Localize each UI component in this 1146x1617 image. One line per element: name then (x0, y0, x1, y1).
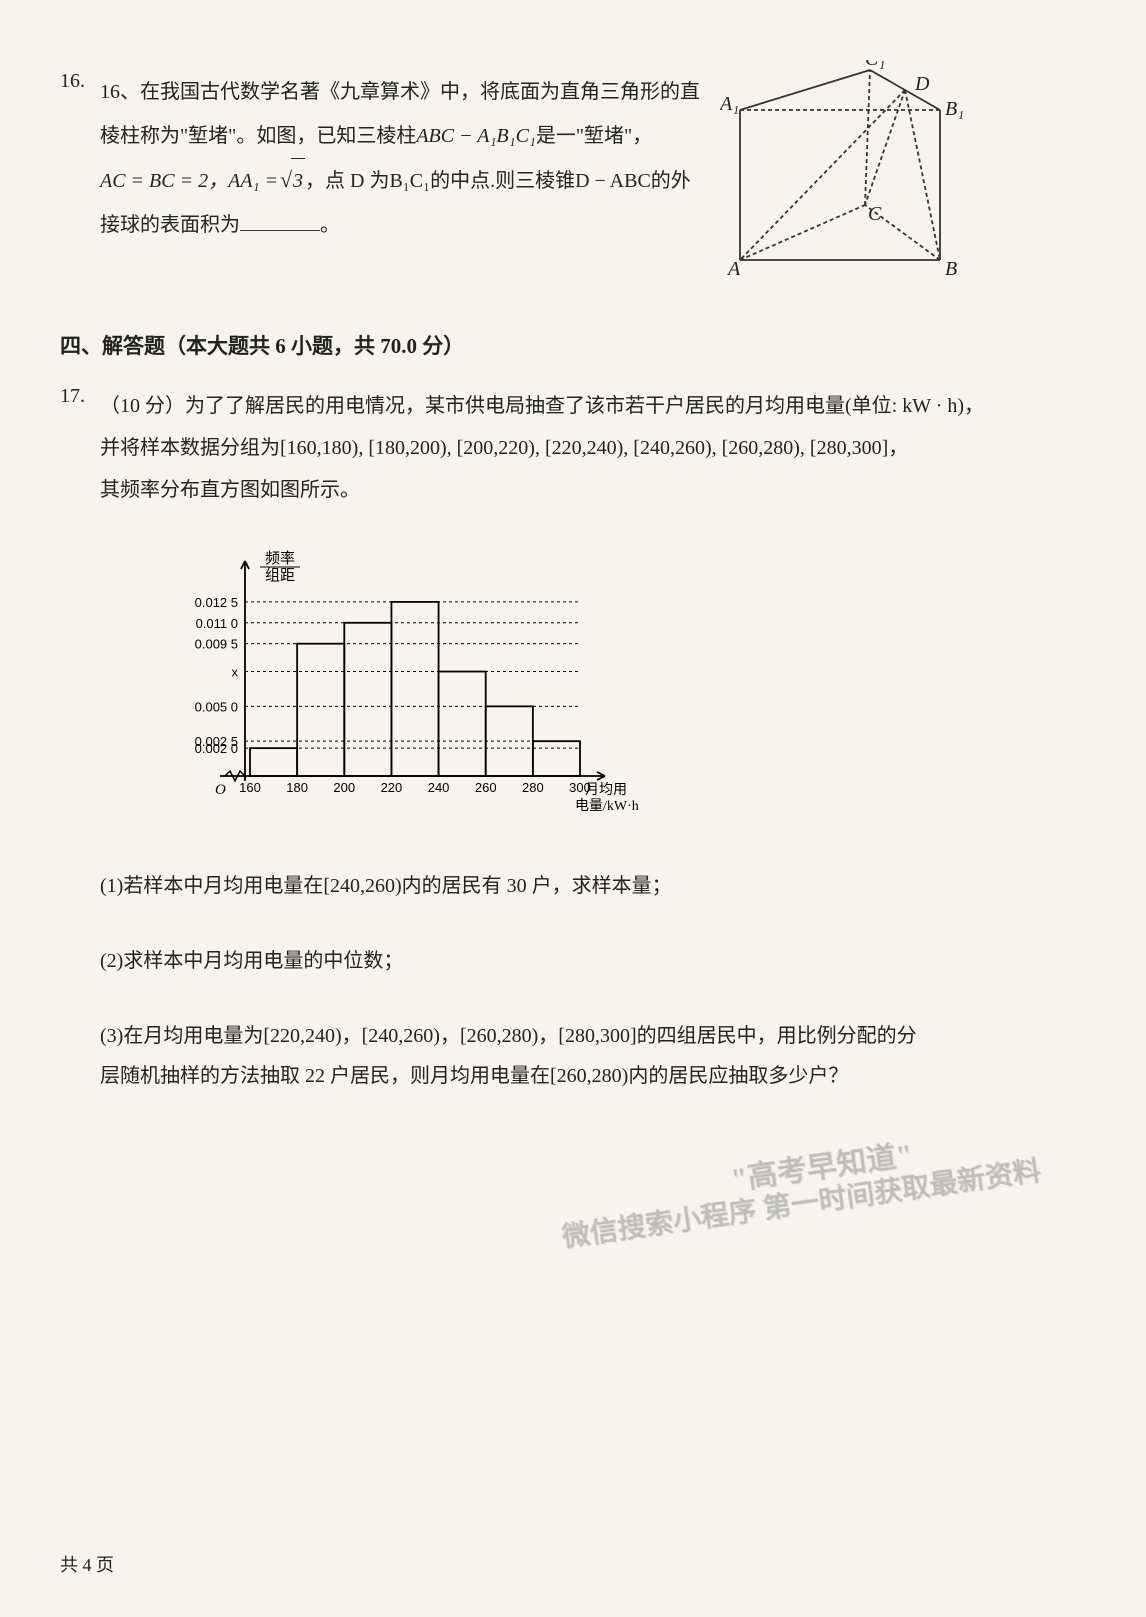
fill-blank (240, 211, 320, 231)
q16-text: 16、在我国古代数学名著《九章算术》中，将底面为直角三角形的直 棱柱称为"堑堵"… (100, 70, 700, 280)
prism-diagram: A B C A₁ B₁ C₁ D (720, 60, 970, 280)
svg-text:0.012 5: 0.012 5 (195, 595, 238, 610)
svg-text:180: 180 (286, 780, 308, 795)
svg-text:月均用: 月均用 (585, 782, 627, 798)
watermark-2: 微信搜索小程序 第一时间获取最新资料 (558, 1143, 1044, 1268)
svg-text:0.011 0: 0.011 0 (196, 616, 238, 631)
histogram-container: 频率组距月均用电量/kW·h O 0.012 5 0.011 0 0.009 5 x 0.0… (160, 536, 1086, 831)
svg-text:260: 260 (475, 780, 497, 795)
q17-intro3: 其频率分布直方图如图所示。 (100, 479, 360, 501)
svg-text:240: 240 (428, 780, 450, 795)
watermark-1: "高考早知道" (727, 1124, 917, 1212)
q16-body: 16、在我国古代数学名著《九章算术》中，将底面为直角三角形的直 棱柱称为"堑堵"… (100, 70, 970, 280)
label-B1: B₁ (945, 98, 964, 120)
svg-text:0.005 0: 0.005 0 (195, 699, 238, 714)
q17-sub3a: (3)在月均用电量为[220,240)，[240,260)，[260,280)，… (100, 1025, 917, 1047)
page-footer: 共 4 页 (60, 1551, 114, 1577)
q16-line2a: 棱柱称为"堑堵"。如图，已知三棱柱 (100, 125, 416, 147)
question-17: 17. （10 分）为了了解居民的用电情况，某市供电局抽查了该市若干户居民的月均… (60, 385, 1086, 1096)
svg-text:0.002 0: 0.002 0 (195, 741, 238, 756)
q17-intro1: 为了了解居民的用电情况，某市供电局抽查了该市若干户居民的月均用电量(单位: kW… (185, 395, 984, 417)
q16-line4: 接球的表面积为 (100, 214, 240, 236)
section-4-title: 四、解答题（本大题共 6 小题，共 70.0 分） (60, 330, 1086, 360)
q16-number: 16. (60, 70, 100, 93)
q16-prism: ABC − A₁B₁C₁ (416, 125, 536, 147)
label-C: C (868, 203, 882, 225)
q16-line3a: AC = BC = 2，AA₁ = (100, 170, 283, 192)
svg-text:200: 200 (333, 780, 355, 795)
q16-line2b: 是一"堑堵"， (536, 125, 652, 147)
q16-line3b: ，点 D 为B₁C₁的中点.则三棱锥D − ABC的外 (305, 170, 691, 192)
q16-inner-num: 16、 (100, 81, 140, 103)
q17-body: （10 分）为了了解居民的用电情况，某市供电局抽查了该市若干户居民的月均用电量(… (100, 385, 1086, 1096)
q17-sub1: (1)若样本中月均用电量在[240,260)内的居民有 30 户，求样本量； (100, 866, 1086, 906)
q16-period: 。 (320, 214, 340, 236)
q17-sub3: (3)在月均用电量为[220,240)，[240,260)，[260,280)，… (100, 1016, 1086, 1096)
q17-score: （10 分） (100, 395, 185, 417)
label-B: B (945, 258, 957, 280)
svg-text:160: 160 (239, 780, 261, 795)
svg-text:280: 280 (522, 780, 544, 795)
label-A1: A₁ (720, 93, 739, 115)
svg-text:x: x (232, 665, 239, 680)
svg-text:O: O (215, 782, 226, 798)
q16-line1: 在我国古代数学名著《九章算术》中，将底面为直角三角形的直 (140, 81, 700, 103)
q17-sub3b: 层随机抽样的方法抽取 22 户居民，则月均用电量在[260,280)内的居民应抽… (100, 1065, 848, 1087)
svg-text:0.009 5: 0.009 5 (195, 637, 238, 652)
label-D: D (914, 73, 930, 95)
svg-text:300: 300 (569, 780, 591, 795)
svg-text:220: 220 (381, 780, 403, 795)
svg-text:电量/kW·h: 电量/kW·h (575, 798, 639, 814)
svg-text:频率: 频率 (265, 550, 295, 567)
question-16: 16. 16、在我国古代数学名著《九章算术》中，将底面为直角三角形的直 棱柱称为… (60, 70, 1086, 280)
q17-number: 17. (60, 385, 100, 408)
sqrt-3: 3 (291, 158, 305, 203)
q17-sub2: (2)求样本中月均用电量的中位数； (100, 941, 1086, 981)
label-A: A (726, 258, 741, 280)
svg-text:组距: 组距 (265, 567, 295, 584)
label-C1: C₁ (865, 60, 885, 70)
q17-intro2: 并将样本数据分组为[160,180), [180,200), [200,220)… (100, 437, 908, 459)
histogram: 频率组距月均用电量/kW·h O 0.012 5 0.011 0 0.009 5 x 0.0… (160, 536, 640, 816)
